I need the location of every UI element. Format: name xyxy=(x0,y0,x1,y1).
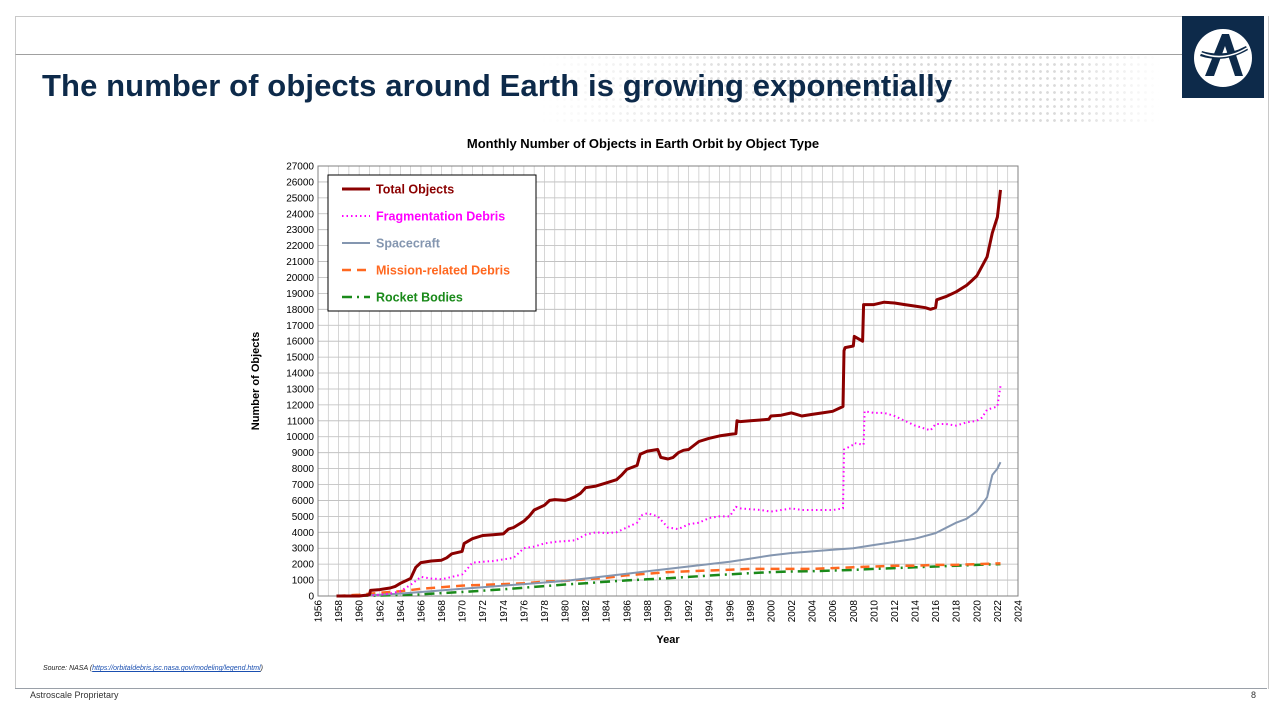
x-tick-label: 1990 xyxy=(664,600,675,623)
y-tick-label: 8000 xyxy=(292,464,315,475)
y-tick-label: 27000 xyxy=(286,162,314,173)
y-tick-label: 12000 xyxy=(286,400,314,411)
y-tick-label: 10000 xyxy=(286,432,314,443)
x-tick-label: 1958 xyxy=(334,600,345,623)
x-tick-label: 2010 xyxy=(869,600,880,623)
x-tick-label: 1984 xyxy=(602,600,613,623)
x-tick-label: 2014 xyxy=(911,600,922,623)
x-tick-label: 2002 xyxy=(787,600,798,623)
x-tick-label: 1974 xyxy=(499,600,510,623)
x-tick-label: 2018 xyxy=(952,600,963,623)
x-tick-label: 1968 xyxy=(437,600,448,623)
chart-legend: Total Objects Fragmentation Debris Spacecr… xyxy=(327,174,537,312)
y-tick-label: 4000 xyxy=(292,528,315,539)
legend-label: Rocket Bodies xyxy=(376,291,463,305)
y-tick-label: 16000 xyxy=(286,337,314,348)
source-link[interactable]: https://orbitaldebris.jsc.nasa.gov/model… xyxy=(92,665,261,672)
y-tick-label: 19000 xyxy=(286,289,314,300)
y-tick-label: 14000 xyxy=(286,369,314,380)
x-tick-label: 2016 xyxy=(931,600,942,623)
x-tick-label: 1970 xyxy=(458,600,469,623)
y-tick-label: 20000 xyxy=(286,273,314,284)
x-tick-label: 1966 xyxy=(416,600,427,623)
world-map-dots-decoration xyxy=(540,54,1160,124)
y-tick-label: 13000 xyxy=(286,384,314,395)
company-logo xyxy=(1182,16,1264,98)
y-tick-label: 24000 xyxy=(286,209,314,220)
series-line-rocket-bodies xyxy=(336,562,1001,598)
x-tick-label: 1962 xyxy=(375,600,386,623)
plot-area-border xyxy=(317,165,1019,597)
x-tick-label: 1998 xyxy=(746,600,757,623)
x-tick-label: 1996 xyxy=(725,600,736,623)
slide-title: The number of objects around Earth is gr… xyxy=(42,68,953,103)
line-chart: Monthly Number of Objects in Earth Orbit… xyxy=(250,136,1025,646)
series-layer xyxy=(336,189,1002,598)
x-tick-label: 2020 xyxy=(972,600,983,623)
y-tick-label: 1000 xyxy=(292,576,315,587)
x-tick-label: 1982 xyxy=(581,600,592,623)
x-tick-label: 1956 xyxy=(314,600,325,623)
x-tick-label: 1994 xyxy=(705,600,716,623)
x-tick-label: 1964 xyxy=(396,600,407,623)
chart-container: Monthly Number of Objects in Earth Orbit… xyxy=(245,128,1035,658)
x-axis-ticks: 1956 1958 1960 1962 1964 1966 1968 1970 1972 1974… xyxy=(314,600,1025,623)
x-axis-label: Year xyxy=(656,634,680,646)
y-tick-label: 23000 xyxy=(286,225,314,236)
y-tick-label: 3000 xyxy=(292,544,315,555)
x-tick-label: 1992 xyxy=(684,600,695,623)
chart-title: Monthly Number of Objects in Earth Orbit… xyxy=(467,136,819,151)
series-line-spacecraft xyxy=(336,461,1002,597)
source-prefix: Source: NASA ( xyxy=(43,665,93,672)
x-tick-label: 1978 xyxy=(540,600,551,623)
x-tick-label: 1972 xyxy=(478,600,489,623)
footer-divider xyxy=(15,688,1267,689)
y-tick-label: 18000 xyxy=(286,305,314,316)
astroscale-logo-icon xyxy=(1194,29,1252,87)
y-tick-label: 9000 xyxy=(292,448,315,459)
x-tick-label: 1980 xyxy=(561,600,572,623)
y-axis-ticks: 0 1000 2000 3000 4000 5000 6000 7000 8000 9000 100… xyxy=(286,162,314,603)
y-tick-label: 22000 xyxy=(286,241,314,252)
x-tick-label: 1988 xyxy=(643,600,654,623)
y-tick-label: 2000 xyxy=(292,560,315,571)
x-tick-label: 2012 xyxy=(890,600,901,623)
x-tick-label: 2008 xyxy=(849,600,860,623)
slide-frame xyxy=(15,16,1269,689)
x-tick-label: 2006 xyxy=(828,600,839,623)
x-tick-label: 1960 xyxy=(355,600,366,623)
y-axis-label: Number of Objects xyxy=(250,332,262,430)
y-tick-label: 11000 xyxy=(287,416,315,427)
chart-gridlines xyxy=(318,165,1018,597)
legend-label: Fragmentation Debris xyxy=(376,210,505,224)
legend-label: Spacecraft xyxy=(376,237,441,251)
y-tick-label: 21000 xyxy=(286,257,314,268)
y-tick-label: 6000 xyxy=(292,496,315,507)
y-tick-label: 17000 xyxy=(286,321,314,332)
footer-proprietary: Astroscale Proprietary xyxy=(30,690,119,700)
legend-label: Mission-related Debris xyxy=(376,264,510,278)
y-tick-label: 7000 xyxy=(292,480,315,491)
series-line-total-objects xyxy=(336,189,1002,598)
y-tick-label: 5000 xyxy=(292,512,315,523)
legend-label: Total Objects xyxy=(376,183,454,197)
x-tick-label: 1976 xyxy=(519,600,530,623)
series-line-fragmentation-debris xyxy=(359,385,1002,597)
y-tick-label: 15000 xyxy=(286,353,314,364)
x-tick-label: 2000 xyxy=(766,600,777,623)
y-tick-label: 25000 xyxy=(286,193,314,204)
y-tick-label: 26000 xyxy=(286,177,314,188)
header-band xyxy=(15,16,1183,55)
page-number: 8 xyxy=(1250,690,1256,700)
source-note: Source: NASA (https://orbitaldebris.jsc.… xyxy=(43,665,263,672)
x-tick-label: 1986 xyxy=(622,600,633,623)
source-suffix: ) xyxy=(260,665,263,672)
x-tick-label: 2022 xyxy=(993,600,1004,623)
series-line-mission-related-debris xyxy=(336,562,1001,598)
y-tick-label: 0 xyxy=(308,592,314,603)
x-tick-label: 2004 xyxy=(808,600,819,623)
x-tick-label: 2024 xyxy=(1014,600,1025,623)
